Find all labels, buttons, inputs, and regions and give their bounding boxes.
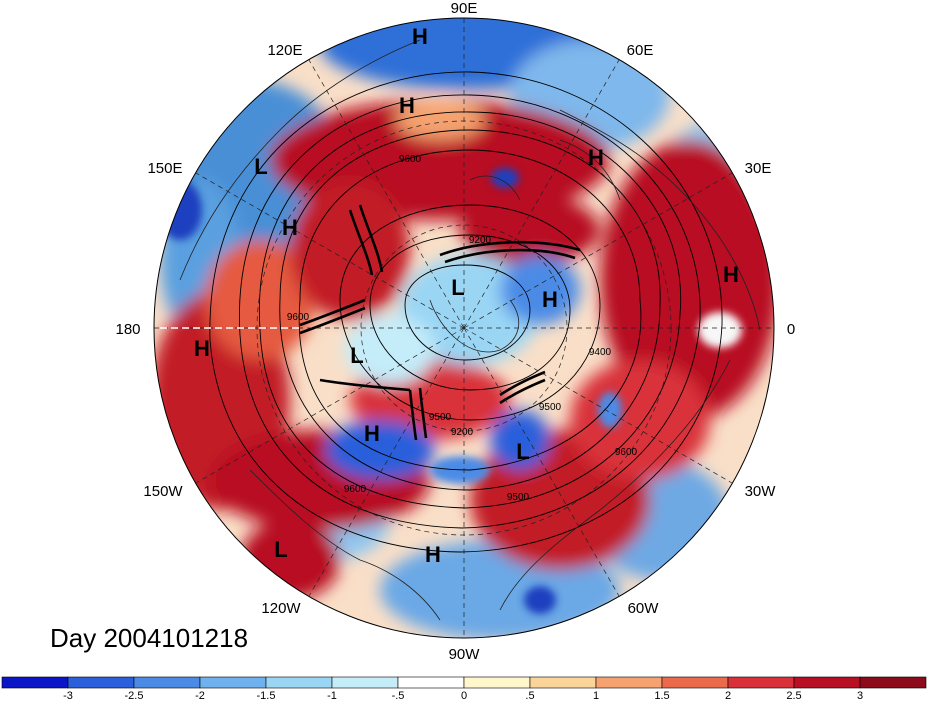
colorbar-tick-label: -1 xyxy=(327,690,337,702)
lon-label-150e: 150E xyxy=(147,160,182,177)
colorbar-tick-label: 1.5 xyxy=(654,690,669,702)
lon-label-180: 180 xyxy=(115,321,140,338)
high-pressure-center: H xyxy=(412,24,428,49)
lon-label-90w: 90W xyxy=(449,646,481,663)
contour-label: 9200 xyxy=(469,235,492,246)
colorbar-boxes xyxy=(1,676,927,689)
colorbar-box xyxy=(133,676,201,689)
colorbar-ticks: -3 -2.5 -2 -1.5 -1 -.5 0 .5 1 1.5 2 2.5 3 xyxy=(63,690,863,702)
colorbar-tick-label: -2.5 xyxy=(125,690,144,702)
low-pressure-center: L xyxy=(254,154,267,179)
low-pressure-center: L xyxy=(516,439,529,464)
colorbar-tick-label: 0 xyxy=(461,690,467,702)
lon-label-120w: 120W xyxy=(261,600,301,617)
longitude-labels: 90E 60E 120E 150E 30E 180 0 150W 30W 120… xyxy=(115,0,795,663)
colorbar-tick-label: -1.5 xyxy=(257,690,276,702)
colorbar-box xyxy=(199,676,267,689)
lon-label-30w: 30W xyxy=(745,483,777,500)
lon-label-120e: 120E xyxy=(267,42,302,59)
contour-label: 9500 xyxy=(507,492,530,503)
colorbar-box xyxy=(529,676,597,689)
high-pressure-center: H xyxy=(399,93,415,118)
colorbar-box xyxy=(331,676,399,689)
contour-label: 9200 xyxy=(451,427,474,438)
high-pressure-center: H xyxy=(542,287,558,312)
lon-label-90e: 90E xyxy=(451,0,478,17)
pressure-centers: H H H H L H H L H L H H L L H xyxy=(194,24,739,567)
colorbar-tick-label: 2 xyxy=(725,690,731,702)
low-pressure-center: L xyxy=(350,343,363,368)
contour-label: 9400 xyxy=(589,347,612,358)
colorbar-tick-label: .5 xyxy=(525,690,534,702)
contour-label: 9500 xyxy=(539,402,562,413)
colorbar: -3 -2.5 -2 -1.5 -1 -.5 0 .5 1 1.5 2 2.5 3 xyxy=(1,676,927,702)
contour-label: 9600 xyxy=(287,312,310,323)
colorbar-tick-label: -2 xyxy=(195,690,205,702)
contour-label: 9600 xyxy=(615,447,638,458)
high-pressure-center: H xyxy=(194,336,210,361)
map-border xyxy=(153,17,775,639)
lon-label-150w: 150W xyxy=(143,483,183,500)
colorbar-tick-label: -3 xyxy=(63,690,73,702)
lon-label-0: 0 xyxy=(787,321,795,338)
colorbar-tick-label: -.5 xyxy=(392,690,405,702)
high-pressure-center: H xyxy=(425,542,441,567)
colorbar-box xyxy=(397,676,465,689)
height-contours xyxy=(209,71,723,553)
colorbar-tick-label: 2.5 xyxy=(786,690,801,702)
anomaly-detail xyxy=(158,168,742,614)
colorbar-box xyxy=(859,676,927,689)
coastlines xyxy=(179,39,761,621)
colorbar-box xyxy=(727,676,795,689)
colorbar-box xyxy=(265,676,333,689)
contour-label: 9600 xyxy=(344,484,367,495)
day-label: Day 2004101218 xyxy=(50,623,248,653)
lon-label-60w: 60W xyxy=(628,600,660,617)
colorbar-tick-label: 1 xyxy=(593,690,599,702)
high-pressure-center: H xyxy=(723,262,739,287)
contour-label: 9500 xyxy=(429,412,452,423)
polar-map xyxy=(154,18,774,638)
colorbar-box xyxy=(67,676,135,689)
graticule xyxy=(154,18,774,638)
lon-label-60e: 60E xyxy=(627,42,654,59)
colorbar-box xyxy=(793,676,861,689)
low-pressure-center: L xyxy=(451,275,464,300)
contour-labels: 9600 9200 9600 9400 9500 9200 9500 9600 … xyxy=(287,154,638,503)
low-pressure-center: L xyxy=(274,537,287,562)
colorbar-box xyxy=(463,676,531,689)
colorbar-tick-label: 3 xyxy=(857,690,863,702)
contour-label: 9600 xyxy=(399,154,422,165)
high-pressure-center: H xyxy=(588,145,604,170)
lon-label-30e: 30E xyxy=(745,160,772,177)
colorbar-box xyxy=(595,676,663,689)
high-pressure-center: H xyxy=(282,215,298,240)
colorbar-box xyxy=(1,676,69,689)
high-pressure-center: H xyxy=(364,421,380,446)
colorbar-box xyxy=(661,676,729,689)
